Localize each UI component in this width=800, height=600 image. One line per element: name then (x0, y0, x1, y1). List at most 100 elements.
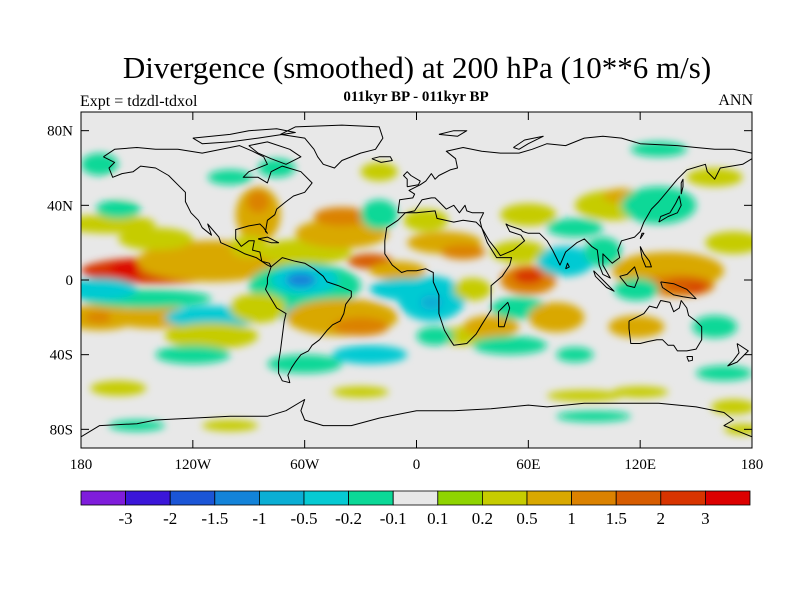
coastlines (81, 124, 752, 438)
coastline-new-guinea (660, 281, 697, 300)
field-anomaly-14 (90, 380, 147, 396)
x-tick-label-6: 180 (741, 457, 764, 473)
field-anomaly-16 (81, 153, 119, 176)
coastline-borneo (619, 266, 639, 288)
colorbar-label-12: 2 (657, 509, 666, 528)
field-anomaly-73 (686, 168, 743, 187)
field-anomaly-82 (202, 420, 259, 432)
colorbar-label-8: 0.2 (472, 509, 493, 528)
colorbar-label-3: -1 (252, 509, 266, 528)
coastline-svalbard (438, 130, 468, 137)
field-anomaly-38 (230, 293, 287, 323)
colorbar-label-2: -1.5 (201, 509, 228, 528)
field-anomaly-18 (108, 175, 165, 198)
field-anomaly-46 (420, 294, 443, 310)
colorbar-label-10: 1 (567, 509, 576, 528)
field-anomaly-68 (686, 285, 706, 293)
field-anomaly-78 (556, 410, 631, 422)
coastline-philippines (639, 246, 652, 268)
colorbar: -3 -2 -1.5 -1 -0.5 -0.2 -0.1 0.1 0.2 0.5 1 1.5 2 3 (80, 490, 751, 528)
field-anomaly-43 (332, 386, 389, 398)
colorbar-box-4 (258, 490, 305, 506)
coastline-madagascar (498, 301, 511, 328)
field-anomaly-60 (556, 347, 594, 363)
field-anomaly-7 (84, 311, 115, 323)
y-tick-label-2: 0 (66, 273, 74, 289)
field-anomaly-15 (108, 420, 165, 432)
coastline-cuba (257, 236, 280, 244)
colorbar-box-0 (80, 490, 126, 506)
coastline-japan (658, 195, 682, 223)
field-anomaly-61 (584, 237, 622, 267)
field-anomaly-80 (630, 141, 687, 157)
field-anomaly-30 (403, 209, 449, 232)
coastline-africa (384, 210, 513, 346)
field-anomaly-49 (416, 326, 454, 346)
coastline-taiwan (639, 232, 645, 240)
field-anomaly-58 (546, 218, 603, 237)
colorbar-box-3 (214, 490, 260, 506)
x-tick-label-0: 180 (70, 457, 93, 473)
field-anomaly-28 (360, 199, 398, 230)
field-anomaly-75 (547, 390, 622, 402)
coastline-sumatra (593, 270, 615, 292)
coastline-australia (628, 300, 703, 352)
field-anomaly-64 (621, 186, 697, 224)
coastline-antarctica (81, 399, 752, 438)
colorbar-box-5 (303, 490, 349, 506)
field-anomaly-20 (235, 186, 281, 243)
coastline-sakhalin (680, 178, 684, 195)
y-tick-label-0: 80N (47, 124, 73, 140)
coastline-eurasia (397, 135, 752, 279)
field-anomaly-77 (711, 399, 752, 415)
field-anomaly-59 (528, 302, 585, 333)
colorbar-label-9: 0.5 (516, 509, 537, 528)
field-anomaly-32 (440, 244, 486, 260)
chart-subtitle: 011kyr BP - 011kyr BP (343, 89, 489, 105)
field-anomaly-10 (81, 278, 137, 301)
field-anomaly-5 (81, 214, 156, 234)
field-anomaly-36 (286, 272, 316, 288)
colorbar-box-8 (437, 490, 483, 506)
coastline-iceland (371, 156, 393, 163)
colorbar-box-10 (526, 490, 572, 506)
colorbar-box-12 (615, 490, 662, 506)
coastline-great-britain (403, 171, 421, 188)
coastline-greenland (280, 124, 384, 169)
divergence-field (81, 125, 752, 435)
x-tick-label-1: 120W (174, 457, 212, 473)
field-anomaly-56 (500, 203, 557, 226)
field-anomaly-40 (332, 317, 389, 337)
field-anomaly-4 (118, 227, 193, 251)
x-tick-label-2: 60W (290, 457, 320, 473)
coastline-north-america (103, 145, 313, 268)
field-anomaly-79 (724, 423, 752, 435)
field-anomaly-41 (267, 354, 343, 374)
field-anomaly-13 (155, 345, 231, 365)
y-tick-label-4: 80S (50, 422, 73, 438)
colorbar-box-11 (571, 490, 617, 506)
coastline-arctic-islands (192, 128, 296, 145)
y-tick-label-1: 40N (47, 198, 73, 214)
colorbar-box-1 (125, 490, 171, 506)
field-anomaly-33 (369, 261, 426, 281)
colorbar-box-13 (660, 490, 706, 506)
map-axes: 180 120W 60W 0 60E 120E 180 80N 40N 0 40S 80S (47, 112, 763, 473)
colorbar-label-11: 1.5 (606, 509, 627, 528)
coastline-new-zealand (727, 343, 749, 367)
x-tick-label-4: 60E (516, 457, 540, 473)
x-tick-label-3: 0 (413, 457, 421, 473)
field-anomaly-57 (537, 246, 594, 277)
field-anomaly-50 (463, 315, 520, 338)
field-anomaly-17 (95, 199, 141, 219)
field-anomaly-69 (614, 278, 659, 301)
colorbar-label-0: -3 (119, 509, 133, 528)
y-tick-label-3: 40S (50, 348, 73, 364)
coastline-sri-lanka (565, 262, 570, 270)
field-anomaly-70 (608, 315, 665, 338)
colorbar-label-5: -0.2 (335, 509, 362, 528)
field-anomaly-71 (692, 315, 738, 338)
x-tick-label-5: 120E (624, 457, 656, 473)
colorbar-label-13: 3 (701, 509, 710, 528)
